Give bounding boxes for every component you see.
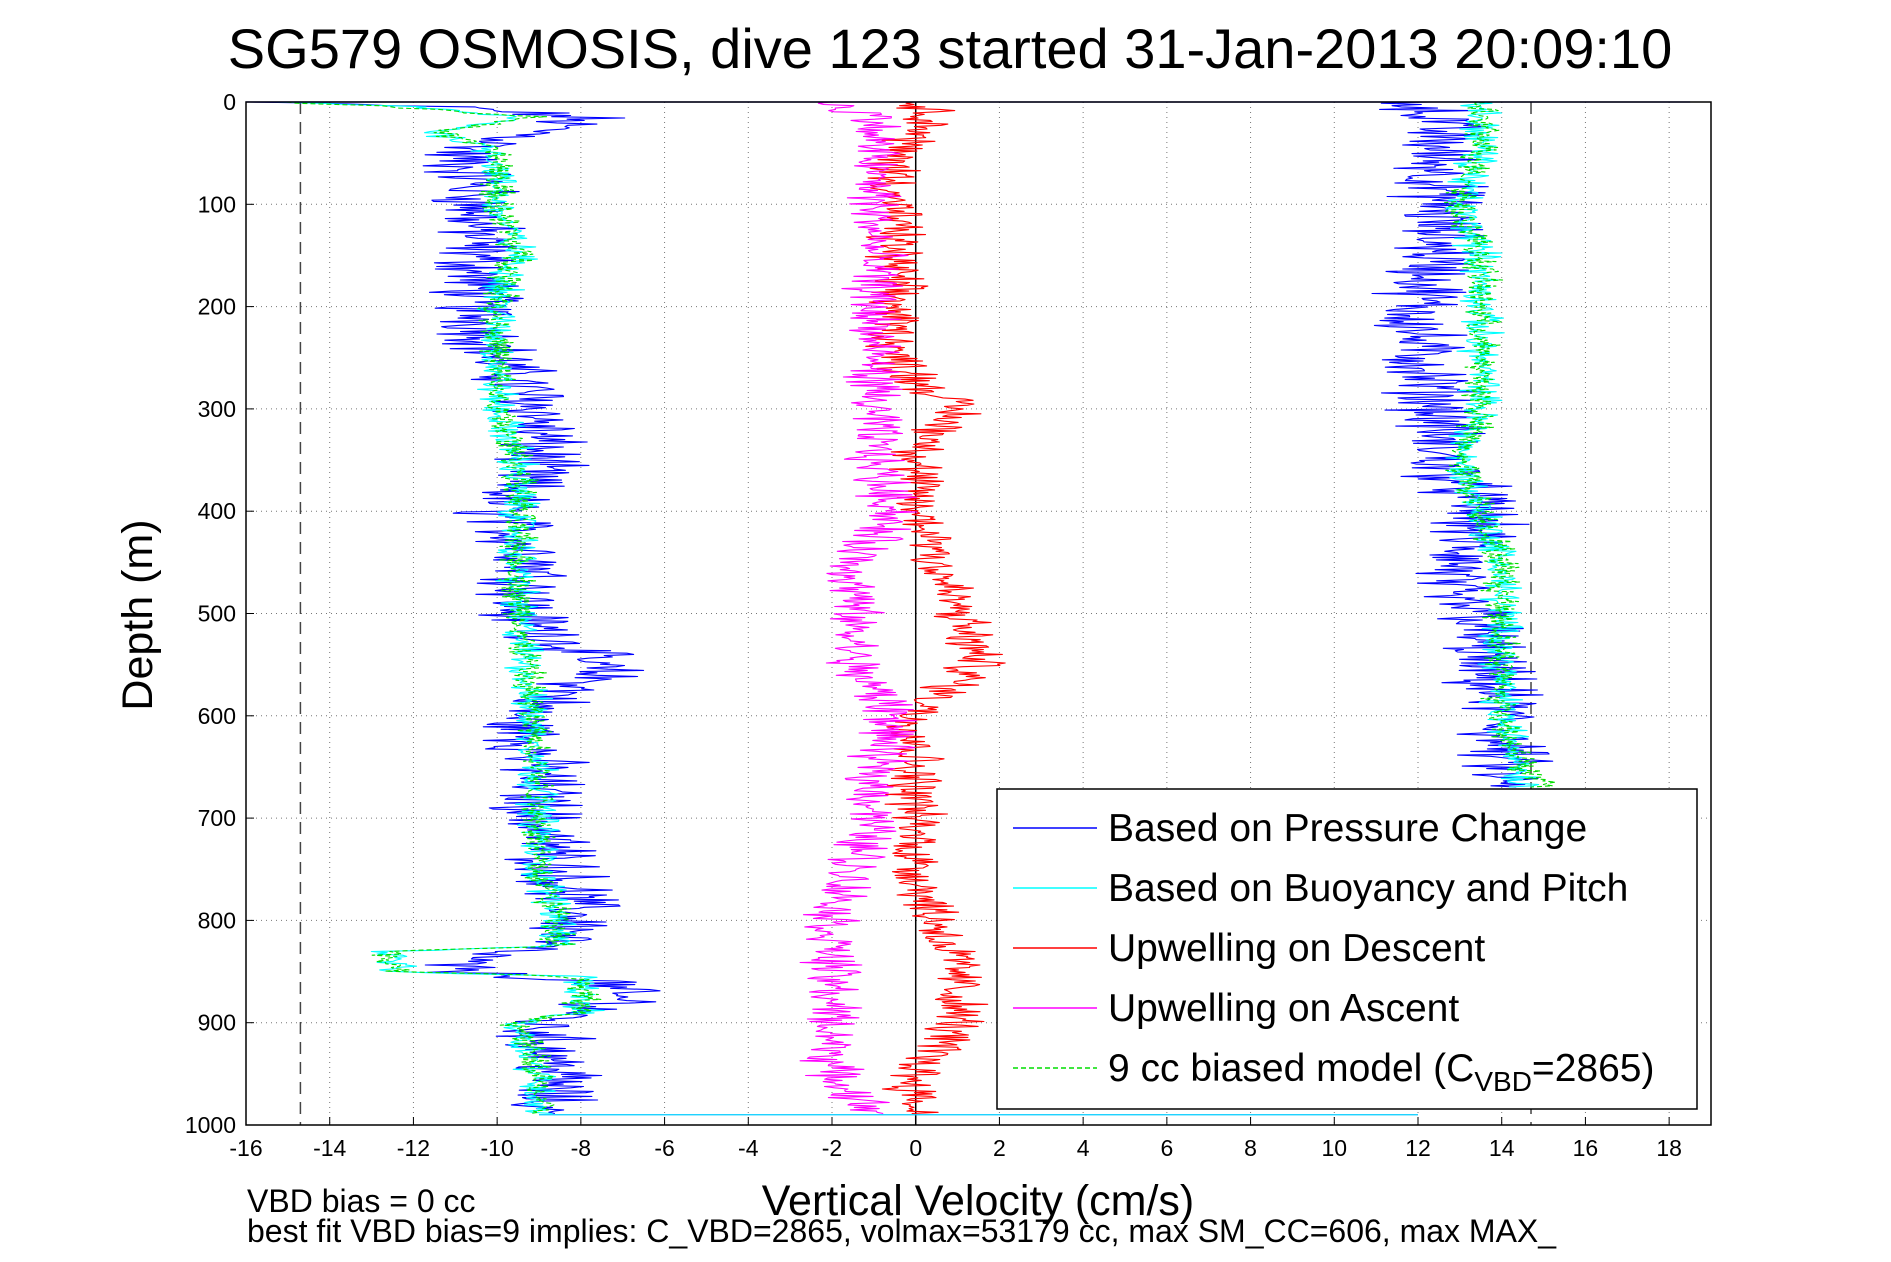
series-line-upwelling-on-descent (864, 101, 1006, 1115)
x-tick-label: 8 (1244, 1135, 1257, 1161)
x-tick-label: 12 (1405, 1135, 1431, 1161)
reference-lines (299, 102, 1532, 1125)
legend-label: 9 cc biased model (CVBD=2865) (1108, 1047, 1654, 1097)
y-tick-label: 900 (198, 1010, 236, 1036)
series-line-upwelling-on-ascent (799, 101, 918, 1115)
series-line-9-cc-biased-model-cvbd-2865- (286, 101, 602, 1115)
legend-label: Upwelling on Ascent (1108, 987, 1459, 1030)
y-tick-label: 500 (198, 601, 236, 627)
x-axis-label: Vertical Velocity (cm/s) (762, 1177, 1195, 1225)
y-tick-label: 0 (223, 89, 236, 115)
y-tick-label: 800 (198, 907, 236, 933)
x-tick-label: 14 (1489, 1135, 1515, 1161)
x-tick-label: 0 (909, 1135, 922, 1161)
series-line-9-cc-biased-model-cvbd-2865- (1444, 101, 1557, 788)
footer-line-1: VBD bias = 0 cc (247, 1183, 476, 1219)
series-line-based-on-buoyancy-and-pitch (1445, 101, 1540, 788)
x-tick-label: -12 (397, 1135, 430, 1161)
legend: Based on Pressure Change Based on Buoyanc… (996, 788, 1698, 1110)
x-tick-label: 6 (1160, 1135, 1173, 1161)
y-tick-label: 1000 (185, 1112, 236, 1138)
y-axis-label: Depth (m) (114, 519, 162, 710)
x-tick-label: -8 (571, 1135, 591, 1161)
x-tick-label: -2 (822, 1135, 842, 1161)
x-tick-label: 2 (993, 1135, 1006, 1161)
y-tick-label: 400 (198, 498, 236, 524)
y-tick-labels: 0 100 200 300 400 500 600 700 800 900 1000 (185, 89, 254, 1138)
y-tick-label: 700 (198, 805, 236, 831)
x-tick-label: -14 (313, 1135, 346, 1161)
y-tick-label: 600 (198, 703, 236, 729)
legend-box (996, 788, 1698, 1110)
y-tick-label: 200 (198, 294, 236, 320)
x-tick-label: -4 (738, 1135, 759, 1161)
x-tick-label: -10 (481, 1135, 514, 1161)
x-tick-label: -16 (229, 1135, 262, 1161)
x-tick-label: 18 (1656, 1135, 1682, 1161)
x-tick-label: 4 (1077, 1135, 1090, 1161)
series-line-based-on-pressure-change (250, 101, 661, 1115)
legend-label: Based on Pressure Change (1108, 807, 1587, 850)
legend-label: Upwelling on Descent (1108, 927, 1485, 970)
series-line-based-on-buoyancy-and-pitch (272, 101, 605, 1115)
footer-line-2: best fit VBD bias=9 implies: C_VBD=2865,… (247, 1213, 1557, 1249)
legend-label: Based on Buoyancy and Pitch (1108, 867, 1628, 910)
chart-title: SG579 OSMOSIS, dive 123 started 31-Jan-2… (228, 17, 1672, 80)
x-tick-labels: -16 -14 -12 -10 -8 -6 -4 -2 0 2 4 6 8 10 12 14 16 18 (229, 1117, 1682, 1161)
x-tick-label: 16 (1573, 1135, 1599, 1161)
series-lines (246, 101, 1691, 1116)
y-tick-label: 300 (198, 396, 236, 422)
x-tick-label: 10 (1321, 1135, 1347, 1161)
x-tick-label: -6 (654, 1135, 674, 1161)
y-tick-label: 100 (198, 191, 236, 217)
